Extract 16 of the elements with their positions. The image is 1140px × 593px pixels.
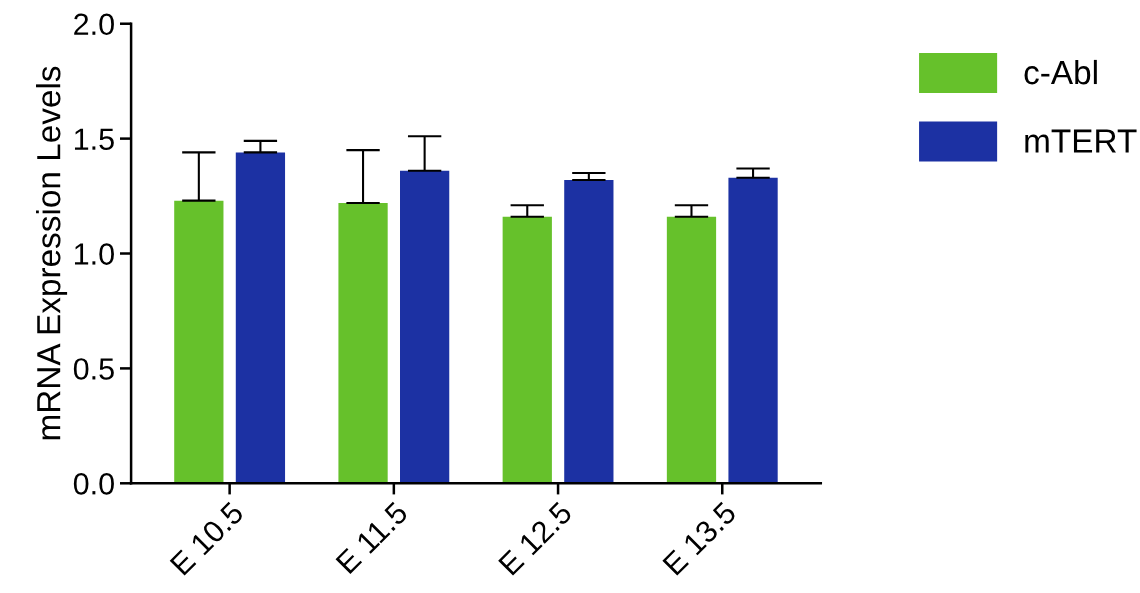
y-tick-label: 0.0 — [73, 473, 114, 495]
bar — [235, 152, 286, 484]
bar — [666, 216, 717, 484]
bar — [400, 170, 450, 484]
bar — [564, 179, 614, 484]
y-tick-label: 0.5 — [73, 358, 114, 380]
bar — [338, 202, 388, 484]
bar — [728, 177, 778, 484]
bar — [174, 200, 224, 484]
y-tick-label: 1.0 — [74, 243, 114, 265]
legend-label: mTERT — [1025, 129, 1137, 153]
legend-label: c-Abl — [1024, 59, 1097, 85]
bar — [502, 216, 552, 484]
y-tick-label: 1.5 — [74, 128, 114, 150]
y-axis-title: mRNA Expression Levels — [36, 66, 68, 440]
y-tick-label: 2.0 — [74, 13, 114, 36]
